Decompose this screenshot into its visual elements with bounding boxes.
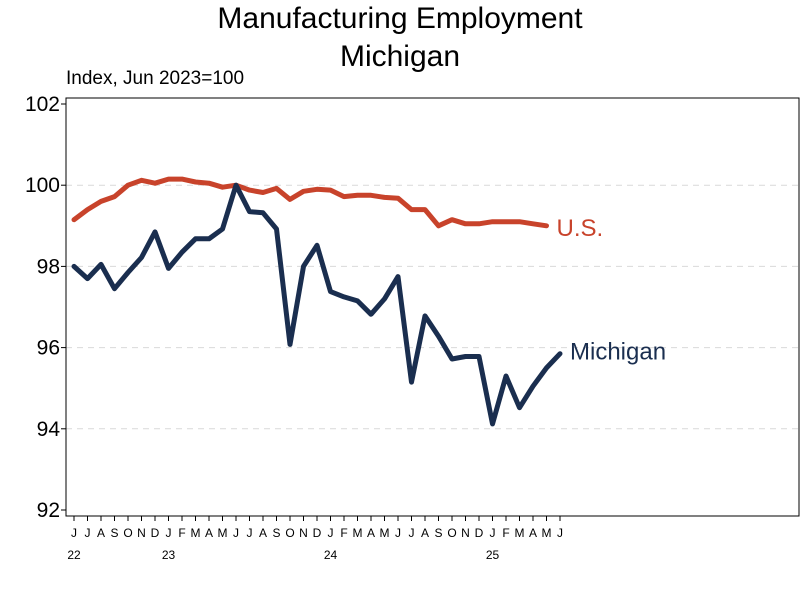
- x-tick-label: O: [123, 526, 132, 540]
- x-tick-label: J: [71, 526, 77, 540]
- series-label-us: U.S.: [557, 215, 604, 242]
- x-tick-label: M: [218, 526, 228, 540]
- x-tick-label: M: [191, 526, 201, 540]
- x-tick-label: J: [328, 526, 334, 540]
- series-line-michigan: [71, 182, 563, 427]
- x-tick-label: A: [529, 526, 537, 540]
- x-year-label: 22: [67, 548, 81, 562]
- y-tick-label: 98: [37, 255, 60, 278]
- x-tick-label: J: [557, 526, 563, 540]
- x-tick-label: S: [272, 526, 280, 540]
- x-tick-label: M: [542, 526, 552, 540]
- x-tick-label: A: [421, 526, 429, 540]
- y-tick-label: 96: [37, 337, 60, 360]
- y-tick-label: 100: [25, 174, 60, 197]
- x-tick-label: J: [247, 526, 253, 540]
- x-tick-label: J: [490, 526, 496, 540]
- x-year-label: 24: [324, 548, 338, 562]
- x-tick-label: A: [367, 526, 375, 540]
- chart-title: Manufacturing Employment: [217, 2, 583, 35]
- x-tick-label: D: [475, 526, 484, 540]
- x-tick-label: D: [151, 526, 160, 540]
- plot-frame: [65, 97, 800, 517]
- x-tick-label: J: [395, 526, 401, 540]
- y-tick-label: 94: [37, 418, 61, 441]
- y-axis-label: Index, Jun 2023=100: [66, 68, 245, 89]
- x-tick-label: N: [461, 526, 470, 540]
- x-tick-label: A: [97, 526, 105, 540]
- series-line-us: [71, 176, 549, 229]
- x-tick-label: A: [205, 526, 213, 540]
- x-tick-label: N: [299, 526, 308, 540]
- x-tick-label: S: [434, 526, 442, 540]
- x-tick-label: J: [85, 526, 91, 540]
- x-tick-label: F: [502, 526, 509, 540]
- y-tick-label: 92: [37, 499, 60, 522]
- x-tick-label: O: [285, 526, 294, 540]
- x-tick-label: J: [166, 526, 172, 540]
- x-year-label: 25: [486, 548, 500, 562]
- x-tick-label: D: [313, 526, 322, 540]
- y-tick-label: 102: [25, 93, 60, 116]
- x-tick-label: N: [137, 526, 146, 540]
- x-tick-label: M: [353, 526, 363, 540]
- x-year-label: 23: [162, 548, 176, 562]
- x-tick-label: M: [380, 526, 390, 540]
- x-tick-label: F: [340, 526, 347, 540]
- x-tick-label: M: [515, 526, 525, 540]
- x-tick-label: J: [409, 526, 415, 540]
- x-tick-label: F: [178, 526, 185, 540]
- x-tick-label: A: [259, 526, 267, 540]
- x-tick-label: S: [110, 526, 118, 540]
- x-tick-label: J: [233, 526, 239, 540]
- series-label-michigan: Michigan: [570, 339, 666, 366]
- chart-subtitle: Michigan: [339, 40, 461, 73]
- x-tick-label: O: [447, 526, 456, 540]
